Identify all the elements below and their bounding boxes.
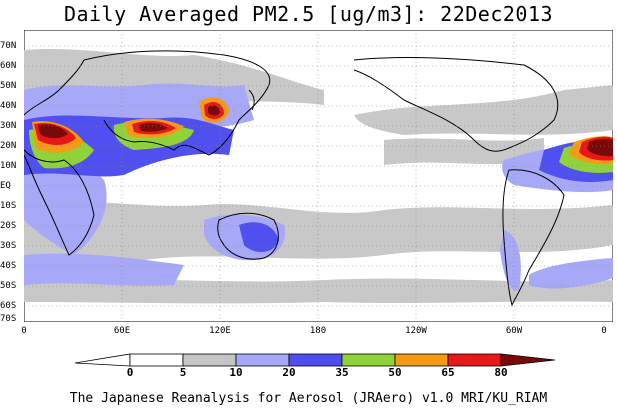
- pm25-map: [24, 30, 613, 322]
- lat-label: 30S: [0, 241, 17, 251]
- map-title: Daily Averaged PM2.5 [ug/m3]: 22Dec2013: [63, 2, 554, 26]
- lat-label: EQ: [0, 181, 11, 191]
- colorbar-arrow-low: [75, 353, 131, 367]
- lat-label: 50S: [0, 281, 17, 291]
- lon-label: 180: [309, 326, 327, 336]
- colorbar: [75, 353, 555, 367]
- lon-label: 0: [601, 326, 607, 336]
- lon-label: 60W: [505, 326, 523, 336]
- colorbar-label: 35: [335, 366, 349, 379]
- colorbar-label: 20: [282, 366, 296, 379]
- colorbar-label: 10: [229, 366, 243, 379]
- colorbar-label: 50: [388, 366, 402, 379]
- colorbar-label: 65: [441, 366, 455, 379]
- colorbar-segment: [394, 353, 449, 367]
- lat-label: 60N: [0, 61, 17, 71]
- lat-label: 60S: [0, 301, 17, 311]
- colorbar-label: 80: [494, 366, 508, 379]
- lat-label: 10S: [0, 201, 17, 211]
- pm25-level-5-10: [24, 48, 613, 304]
- coastlines: [24, 50, 565, 307]
- lat-label: 70S: [0, 314, 17, 324]
- colorbar-segment: [129, 353, 184, 367]
- colorbar-arrow-high: [500, 353, 555, 367]
- lon-label: 120E: [209, 326, 231, 336]
- footer-credit: The Japanese Reanalysis for Aerosol (JRA…: [69, 391, 548, 406]
- gridlines: [24, 30, 613, 322]
- lon-label: 0: [21, 326, 27, 336]
- lat-label: 50N: [0, 81, 17, 91]
- lat-label: 40N: [0, 101, 17, 111]
- colorbar-segment: [341, 353, 396, 367]
- colorbar-segment: [447, 353, 502, 367]
- lat-label: 30N: [0, 121, 17, 131]
- lon-label: 120W: [405, 326, 427, 336]
- lon-label: 60E: [113, 326, 131, 336]
- colorbar-segment: [288, 353, 343, 367]
- colorbar-label: 0: [126, 366, 134, 379]
- colorbar-label: 5: [179, 366, 187, 379]
- colorbar-segment: [235, 353, 290, 367]
- pm25-level-over-80: [38, 105, 613, 157]
- colorbar-segment: [182, 353, 237, 367]
- lat-label: 70N: [0, 41, 17, 51]
- lat-label: 10N: [0, 161, 17, 171]
- lat-label: 40S: [0, 261, 17, 271]
- lat-label: 20S: [0, 221, 17, 231]
- lat-label: 20N: [0, 141, 17, 151]
